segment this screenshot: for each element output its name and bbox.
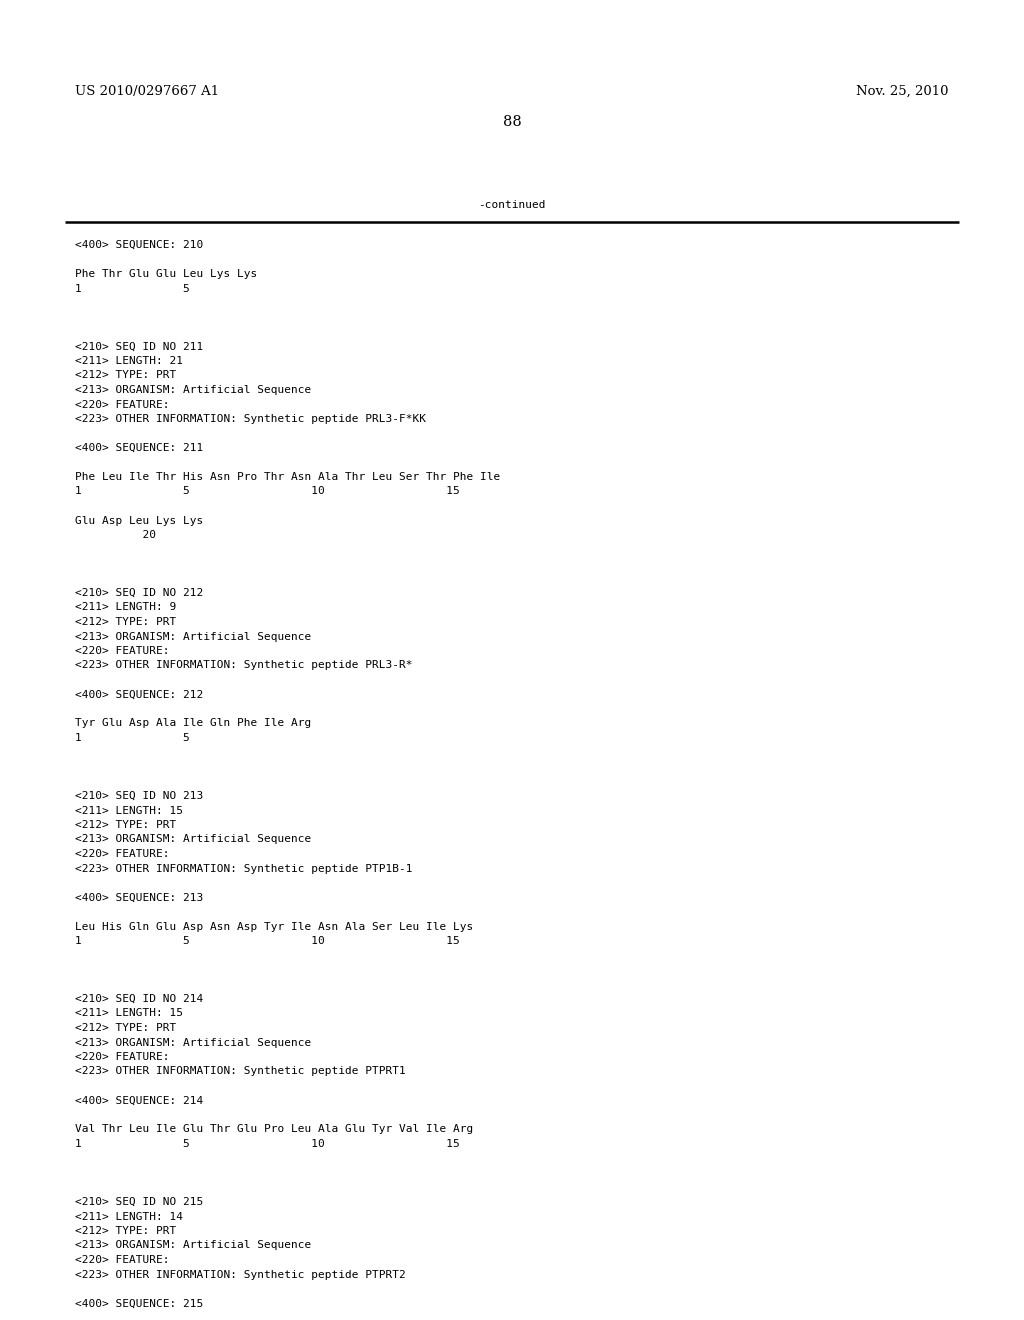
Text: <223> OTHER INFORMATION: Synthetic peptide PTPRT2: <223> OTHER INFORMATION: Synthetic pepti… bbox=[75, 1270, 406, 1279]
Text: <211> LENGTH: 15: <211> LENGTH: 15 bbox=[75, 805, 183, 816]
Text: <211> LENGTH: 14: <211> LENGTH: 14 bbox=[75, 1212, 183, 1221]
Text: <210> SEQ ID NO 211: <210> SEQ ID NO 211 bbox=[75, 342, 203, 351]
Text: <400> SEQUENCE: 211: <400> SEQUENCE: 211 bbox=[75, 444, 203, 453]
Text: <400> SEQUENCE: 214: <400> SEQUENCE: 214 bbox=[75, 1096, 203, 1106]
Text: <210> SEQ ID NO 212: <210> SEQ ID NO 212 bbox=[75, 587, 203, 598]
Text: <400> SEQUENCE: 215: <400> SEQUENCE: 215 bbox=[75, 1299, 203, 1308]
Text: <211> LENGTH: 9: <211> LENGTH: 9 bbox=[75, 602, 176, 612]
Text: Phe Leu Ile Thr His Asn Pro Thr Asn Ala Thr Leu Ser Thr Phe Ile: Phe Leu Ile Thr His Asn Pro Thr Asn Ala … bbox=[75, 473, 501, 482]
Text: <210> SEQ ID NO 213: <210> SEQ ID NO 213 bbox=[75, 791, 203, 801]
Text: <212> TYPE: PRT: <212> TYPE: PRT bbox=[75, 1226, 176, 1236]
Text: <212> TYPE: PRT: <212> TYPE: PRT bbox=[75, 820, 176, 830]
Text: 1               5: 1 5 bbox=[75, 284, 189, 293]
Text: <213> ORGANISM: Artificial Sequence: <213> ORGANISM: Artificial Sequence bbox=[75, 385, 311, 395]
Text: <223> OTHER INFORMATION: Synthetic peptide PRL3-R*: <223> OTHER INFORMATION: Synthetic pepti… bbox=[75, 660, 413, 671]
Text: -continued: -continued bbox=[478, 201, 546, 210]
Text: Phe Thr Glu Glu Leu Lys Lys: Phe Thr Glu Glu Leu Lys Lys bbox=[75, 269, 257, 279]
Text: <223> OTHER INFORMATION: Synthetic peptide PTPRT1: <223> OTHER INFORMATION: Synthetic pepti… bbox=[75, 1067, 406, 1077]
Text: <220> FEATURE:: <220> FEATURE: bbox=[75, 849, 170, 859]
Text: 1               5: 1 5 bbox=[75, 733, 189, 743]
Text: 1               5                  10                  15: 1 5 10 15 bbox=[75, 936, 460, 946]
Text: Nov. 25, 2010: Nov. 25, 2010 bbox=[856, 84, 949, 98]
Text: <400> SEQUENCE: 212: <400> SEQUENCE: 212 bbox=[75, 689, 203, 700]
Text: 1               5                  10                  15: 1 5 10 15 bbox=[75, 487, 460, 496]
Text: <213> ORGANISM: Artificial Sequence: <213> ORGANISM: Artificial Sequence bbox=[75, 631, 311, 642]
Text: US 2010/0297667 A1: US 2010/0297667 A1 bbox=[75, 84, 219, 98]
Text: 20: 20 bbox=[75, 531, 156, 540]
Text: <211> LENGTH: 21: <211> LENGTH: 21 bbox=[75, 356, 183, 366]
Text: <220> FEATURE:: <220> FEATURE: bbox=[75, 1052, 170, 1063]
Text: Tyr Glu Asp Ala Ile Gln Phe Ile Arg: Tyr Glu Asp Ala Ile Gln Phe Ile Arg bbox=[75, 718, 311, 729]
Text: <211> LENGTH: 15: <211> LENGTH: 15 bbox=[75, 1008, 183, 1019]
Text: Leu His Gln Glu Asp Asn Asp Tyr Ile Asn Ala Ser Leu Ile Lys: Leu His Gln Glu Asp Asn Asp Tyr Ile Asn … bbox=[75, 921, 473, 932]
Text: <220> FEATURE:: <220> FEATURE: bbox=[75, 645, 170, 656]
Text: <212> TYPE: PRT: <212> TYPE: PRT bbox=[75, 1023, 176, 1034]
Text: 1               5                  10                  15: 1 5 10 15 bbox=[75, 1139, 460, 1148]
Text: <210> SEQ ID NO 214: <210> SEQ ID NO 214 bbox=[75, 994, 203, 1005]
Text: <223> OTHER INFORMATION: Synthetic peptide PRL3-F*KK: <223> OTHER INFORMATION: Synthetic pepti… bbox=[75, 414, 426, 424]
Text: <220> FEATURE:: <220> FEATURE: bbox=[75, 1255, 170, 1265]
Text: <212> TYPE: PRT: <212> TYPE: PRT bbox=[75, 616, 176, 627]
Text: Glu Asp Leu Lys Lys: Glu Asp Leu Lys Lys bbox=[75, 516, 203, 525]
Text: 88: 88 bbox=[503, 115, 521, 129]
Text: Val Thr Leu Ile Glu Thr Glu Pro Leu Ala Glu Tyr Val Ile Arg: Val Thr Leu Ile Glu Thr Glu Pro Leu Ala … bbox=[75, 1125, 473, 1134]
Text: <213> ORGANISM: Artificial Sequence: <213> ORGANISM: Artificial Sequence bbox=[75, 1038, 311, 1048]
Text: <400> SEQUENCE: 210: <400> SEQUENCE: 210 bbox=[75, 240, 203, 249]
Text: <213> ORGANISM: Artificial Sequence: <213> ORGANISM: Artificial Sequence bbox=[75, 1241, 311, 1250]
Text: <210> SEQ ID NO 215: <210> SEQ ID NO 215 bbox=[75, 1197, 203, 1206]
Text: <212> TYPE: PRT: <212> TYPE: PRT bbox=[75, 371, 176, 380]
Text: <213> ORGANISM: Artificial Sequence: <213> ORGANISM: Artificial Sequence bbox=[75, 834, 311, 845]
Text: <220> FEATURE:: <220> FEATURE: bbox=[75, 400, 170, 409]
Text: <400> SEQUENCE: 213: <400> SEQUENCE: 213 bbox=[75, 892, 203, 903]
Text: <223> OTHER INFORMATION: Synthetic peptide PTP1B-1: <223> OTHER INFORMATION: Synthetic pepti… bbox=[75, 863, 413, 874]
